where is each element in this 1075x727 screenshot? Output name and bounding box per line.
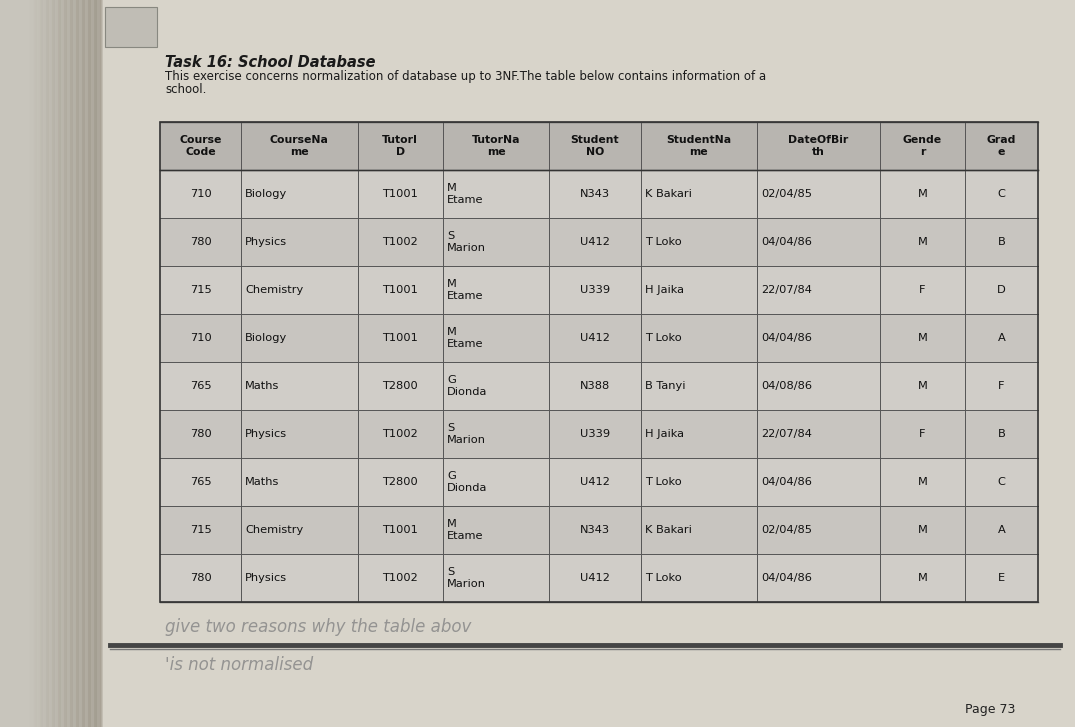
FancyBboxPatch shape [46,0,49,727]
FancyBboxPatch shape [160,122,1038,170]
Text: 02/04/85: 02/04/85 [761,525,812,535]
Text: B: B [998,429,1005,439]
Text: 04/04/86: 04/04/86 [761,573,812,583]
Text: M
Etame: M Etame [447,279,484,300]
FancyBboxPatch shape [87,0,90,727]
Text: Gende
r: Gende r [903,135,942,156]
FancyBboxPatch shape [91,0,95,727]
FancyBboxPatch shape [90,0,94,727]
Text: 04/04/86: 04/04/86 [761,477,812,487]
FancyBboxPatch shape [55,0,57,727]
FancyBboxPatch shape [81,0,84,727]
Text: U412: U412 [579,237,610,247]
Text: G
Dionda: G Dionda [447,375,487,397]
Text: Chemistry: Chemistry [245,525,303,535]
FancyBboxPatch shape [160,170,1038,218]
FancyBboxPatch shape [160,506,1038,554]
Text: 22/07/84: 22/07/84 [761,429,812,439]
FancyBboxPatch shape [160,266,1038,314]
FancyBboxPatch shape [94,0,97,727]
FancyBboxPatch shape [45,0,47,727]
Text: 710: 710 [189,333,212,343]
FancyBboxPatch shape [160,218,1038,266]
Text: T Loko: T Loko [645,333,682,343]
Text: M: M [918,189,928,199]
FancyBboxPatch shape [78,0,82,727]
FancyBboxPatch shape [88,0,91,727]
FancyBboxPatch shape [105,7,157,47]
FancyBboxPatch shape [67,0,70,727]
Text: T Loko: T Loko [645,237,682,247]
Text: T1002: T1002 [383,429,418,439]
FancyBboxPatch shape [72,0,75,727]
Text: M: M [918,333,928,343]
Text: E: E [998,573,1005,583]
FancyBboxPatch shape [85,0,87,727]
FancyBboxPatch shape [96,0,98,727]
Text: M: M [918,477,928,487]
Text: N343: N343 [579,525,610,535]
Text: 715: 715 [189,525,212,535]
Text: H Jaika: H Jaika [645,429,684,439]
Text: Task 16: School Database: Task 16: School Database [164,55,375,70]
Text: give two reasons why the table abov: give two reasons why the table abov [164,618,471,636]
FancyBboxPatch shape [56,0,59,727]
FancyBboxPatch shape [83,0,86,727]
Text: F: F [999,381,1005,391]
Text: T Loko: T Loko [645,573,682,583]
Text: Course
Code: Course Code [180,135,221,156]
Text: K Bakari: K Bakari [645,189,691,199]
FancyBboxPatch shape [76,0,78,727]
Text: N388: N388 [579,381,610,391]
Text: StudentNa
me: StudentNa me [666,135,731,156]
Text: M: M [918,525,928,535]
FancyBboxPatch shape [60,0,63,727]
Text: Physics: Physics [245,237,287,247]
Text: T Loko: T Loko [645,477,682,487]
Text: M: M [918,573,928,583]
Text: U412: U412 [579,573,610,583]
Text: U339: U339 [579,285,610,295]
Text: Page 73: Page 73 [965,702,1015,715]
FancyBboxPatch shape [66,0,68,727]
Text: T1002: T1002 [383,237,418,247]
Text: D: D [998,285,1006,295]
Text: DateOfBir
th: DateOfBir th [788,135,848,156]
FancyBboxPatch shape [82,0,85,727]
Text: 765: 765 [190,381,212,391]
Text: C: C [998,477,1005,487]
Text: G
Dionda: G Dionda [447,471,487,493]
Text: Student
NO: Student NO [571,135,619,156]
Text: H Jaika: H Jaika [645,285,684,295]
FancyBboxPatch shape [75,0,77,727]
FancyBboxPatch shape [97,0,99,727]
Text: 22/07/84: 22/07/84 [761,285,812,295]
Text: Physics: Physics [245,429,287,439]
FancyBboxPatch shape [160,554,1038,602]
FancyBboxPatch shape [80,0,83,727]
Text: Biology: Biology [245,333,287,343]
FancyBboxPatch shape [70,0,73,727]
FancyBboxPatch shape [44,0,46,727]
FancyBboxPatch shape [49,0,53,727]
Text: T1001: T1001 [383,285,418,295]
Text: S
Marion: S Marion [447,231,486,252]
FancyBboxPatch shape [52,0,55,727]
Text: Chemistry: Chemistry [245,285,303,295]
Text: 710: 710 [189,189,212,199]
FancyBboxPatch shape [98,0,101,727]
Text: Biology: Biology [245,189,287,199]
Text: Physics: Physics [245,573,287,583]
Text: T1001: T1001 [383,333,418,343]
Text: A: A [998,333,1005,343]
FancyBboxPatch shape [86,0,88,727]
FancyBboxPatch shape [92,0,96,727]
FancyBboxPatch shape [71,0,74,727]
FancyBboxPatch shape [160,314,1038,362]
FancyBboxPatch shape [61,0,64,727]
Text: 02/04/85: 02/04/85 [761,189,812,199]
Text: M
Etame: M Etame [447,519,484,541]
Text: N343: N343 [579,189,610,199]
Text: M
Etame: M Etame [447,183,484,204]
